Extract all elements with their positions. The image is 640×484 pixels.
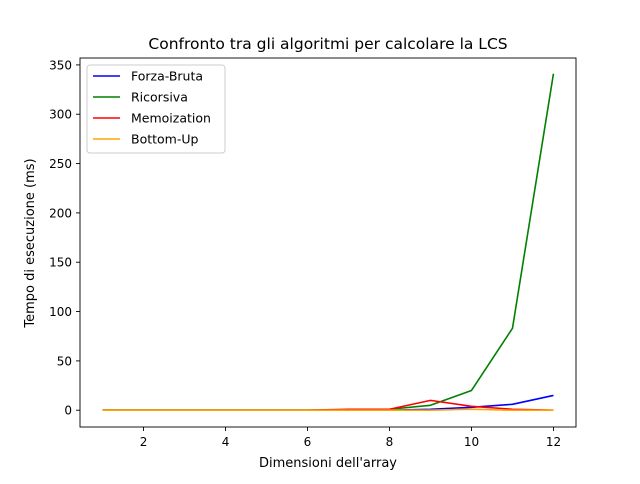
legend-label: Bottom-Up [131,132,199,147]
x-tick-label: 4 [222,435,230,449]
y-tick-label: 250 [49,157,72,171]
x-tick-label: 12 [546,435,561,449]
y-tick-label: 150 [49,256,72,270]
chart-title: Confronto tra gli algoritmi per calcolar… [148,35,507,53]
legend-label: Memoization [131,111,211,126]
y-tick-label: 200 [49,206,72,220]
plot-frame [79,57,577,428]
y-tick-label: 50 [57,354,72,368]
legend-label: Ricorsiva [131,90,188,105]
y-axis-label: Tempo di esecuzione (ms) [23,158,38,328]
x-tick-label: 6 [304,435,312,449]
y-tick-label: 0 [64,404,72,418]
legend: Forza-Bruta Ricorsiva Memoization Bottom-Up [86,64,226,154]
x-axis-label: Dimensioni dell'array [259,456,397,471]
y-tick-label: 100 [49,305,72,319]
y-tick-label: 300 [49,108,72,122]
y-tick-label: 350 [49,58,72,72]
x-tick-label: 2 [140,435,148,449]
plot-area [102,73,555,412]
legend-label: Forza-Bruta [131,69,203,84]
x-tick-label: 8 [386,435,394,449]
series-line-3 [102,408,554,412]
x-tick-label: 10 [464,435,479,449]
axes: 2 4 6 8 10 12 0 50 100 150 200 250 300 350 [49,57,577,449]
legend-box [86,64,226,154]
